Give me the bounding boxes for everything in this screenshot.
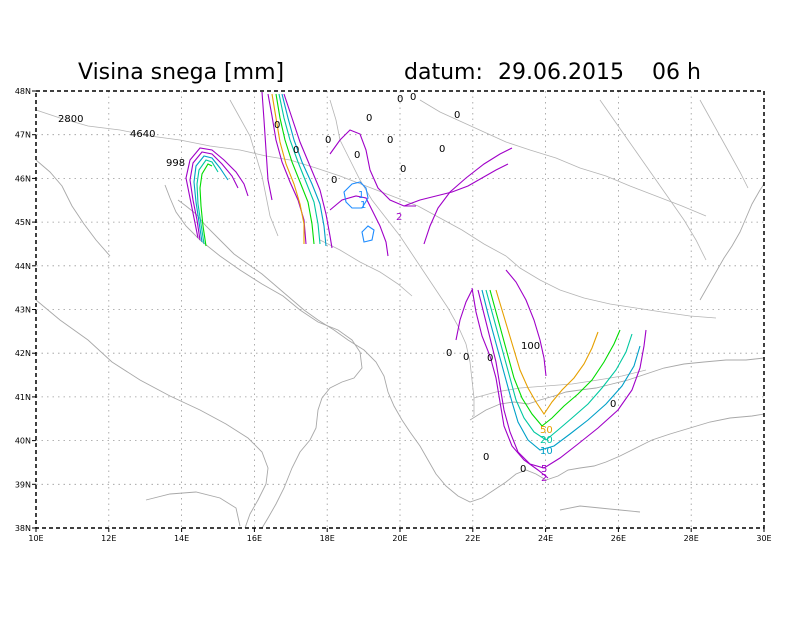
zero-label: 0 [463, 352, 469, 363]
value-label: 2800 [58, 114, 83, 125]
lat-tick-label: 43N [15, 306, 31, 315]
contour-labels: 2800 4640 998 0 0 0 0 0 0 0 0 0 0 0 0 0 … [58, 92, 616, 484]
contour-label-1b: 1 [360, 200, 366, 211]
contour-100-central [271, 93, 305, 244]
west-coast [35, 159, 111, 257]
lat-tick-label: 39N [15, 480, 31, 489]
lat-tick-label: 45N [15, 218, 31, 227]
islands [559, 505, 641, 513]
contour-1b-north [361, 225, 375, 243]
contour-2-east [423, 147, 513, 245]
lat-tick-label: 42N [15, 349, 31, 358]
contour-2-north-b [329, 195, 389, 257]
lat-tick-label: 41N [15, 393, 31, 402]
zero-label: 0 [410, 92, 416, 103]
zero-label: 0 [520, 464, 526, 475]
contour-2-north [329, 129, 416, 207]
zero-label: 0 [331, 175, 337, 186]
lat-tick-label: 44N [15, 262, 31, 271]
lat-tick-label: 47N [15, 131, 31, 140]
lon-tick-label: 10E [28, 534, 43, 543]
contour-10-central [281, 93, 327, 247]
contour-100-south [495, 289, 599, 415]
contour-1-north [343, 181, 369, 209]
lon-tick-label: 16E [247, 534, 262, 543]
lat-tick-label: 46N [15, 174, 31, 183]
latitude-ticks: 48N 47N 46N 45N 44N 43N 42N 41N 40N 39N 38N [15, 87, 36, 533]
zero-label: 0 [325, 135, 331, 146]
lat-tick-label: 48N [15, 87, 31, 96]
contour-5-south [471, 287, 549, 479]
value-label: 4640 [130, 129, 155, 140]
contour-label-20: 20 [540, 435, 553, 446]
contour-5b-central [283, 93, 333, 249]
contour-10-west [193, 155, 229, 243]
contour-label-10: 10 [540, 446, 553, 457]
lon-tick-label: 28E [684, 534, 699, 543]
lon-tick-label: 30E [756, 534, 771, 543]
zero-label: 0 [293, 145, 299, 156]
date-label: datum: [404, 60, 483, 85]
contour-label-2: 2 [396, 212, 402, 223]
italy-east-coast [164, 184, 363, 529]
greece-coast [409, 413, 765, 503]
aegean-north-coast [469, 357, 765, 421]
zero-label: 0 [397, 94, 403, 105]
coastlines [35, 159, 765, 529]
zero-label: 0 [400, 164, 406, 175]
contour-5b-south [477, 289, 647, 469]
lon-tick-label: 20E [392, 534, 407, 543]
contour-50-south [489, 289, 621, 427]
zero-label: 0 [446, 348, 452, 359]
longitude-ticks: 10E 12E 14E 16E 18E 20E 22E 24E 26E 28E 30E [28, 528, 772, 543]
contour-2-south [455, 269, 547, 377]
contour-label-1: 1 [358, 190, 364, 201]
map-title: Visina snega [mm] [78, 60, 284, 85]
contour-2-east-b [403, 163, 509, 207]
contour-20-west [196, 159, 219, 245]
contour-10-south [481, 289, 641, 451]
zero-label: 0 [274, 120, 280, 131]
contour-50-west [199, 163, 213, 247]
value-label: 998 [166, 158, 185, 169]
croatia-coast [177, 199, 411, 433]
zero-label: 0 [610, 399, 616, 410]
lon-tick-label: 12E [101, 534, 116, 543]
date-value: 29.06.2015 [498, 60, 624, 85]
snow-contours [185, 91, 647, 479]
contour-20-central [278, 93, 321, 245]
zero-label: 0 [366, 113, 372, 124]
black-sea-coast [699, 183, 765, 301]
lon-tick-label: 24E [538, 534, 553, 543]
zero-label: 0 [483, 452, 489, 463]
zero-label: 0 [454, 110, 460, 121]
italy-south-coast [35, 299, 269, 529]
lon-tick-label: 26E [611, 534, 626, 543]
lon-tick-label: 18E [320, 534, 335, 543]
contour-5-west [189, 151, 239, 241]
zero-label: 0 [387, 135, 393, 146]
sicily-coast [145, 491, 241, 527]
contour-2-central [261, 91, 273, 201]
contour-label-5: 5 [541, 464, 547, 475]
contour-50-central [275, 93, 315, 245]
contour-label-50: 50 [540, 425, 553, 436]
lon-tick-label: 14E [174, 534, 189, 543]
contour-label-100: 100 [521, 341, 540, 352]
lat-tick-label: 38N [15, 524, 31, 533]
lon-tick-label: 22E [465, 534, 480, 543]
lat-lon-grid [36, 91, 764, 528]
zero-label: 0 [439, 144, 445, 155]
lat-tick-label: 40N [15, 437, 31, 446]
hour-value: 06 h [652, 60, 701, 85]
zero-label: 0 [487, 353, 493, 364]
country-borders [35, 99, 749, 416]
contour-2-west [185, 147, 249, 239]
contour-label-2: 2 [541, 473, 547, 484]
contour-20-south [485, 289, 633, 441]
zero-label: 0 [354, 150, 360, 161]
